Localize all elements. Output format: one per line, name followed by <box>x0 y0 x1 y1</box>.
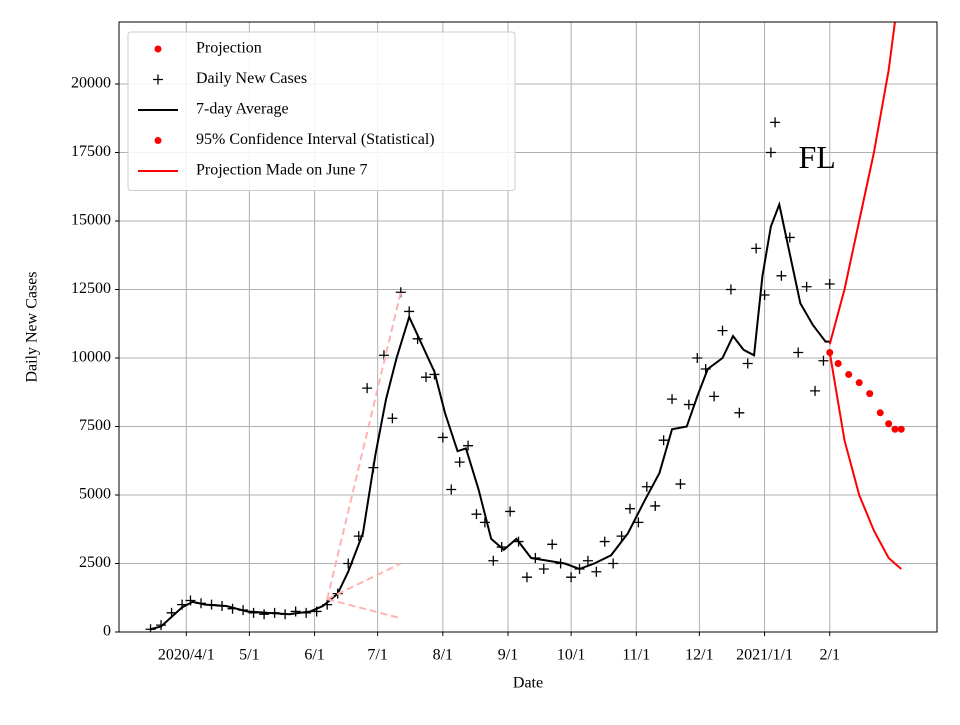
x-tick-label: 12/1 <box>685 647 713 664</box>
axes-frame <box>118 21 938 633</box>
legend-label: Daily New Cases <box>196 70 307 87</box>
legend-label: 7-day Average <box>196 101 289 118</box>
y-tick-label: 17500 <box>71 143 111 160</box>
x-tick-label: 10/1 <box>557 647 585 664</box>
x-tick-label: 9/1 <box>498 647 518 664</box>
series-line <box>326 598 402 620</box>
plot-area <box>145 22 905 632</box>
plus-marker <box>488 555 499 566</box>
y-tick-label: 20000 <box>71 75 111 92</box>
plus-marker <box>454 457 465 468</box>
plus-marker <box>471 509 482 520</box>
series-line <box>326 292 402 600</box>
plus-marker <box>608 558 619 569</box>
plus-marker <box>725 284 736 295</box>
plus-marker <box>667 394 678 405</box>
dot-marker <box>891 425 899 433</box>
plus-marker <box>751 243 762 254</box>
plus-marker <box>658 435 669 446</box>
annotation: FL <box>798 139 835 175</box>
plus-marker <box>566 572 577 583</box>
plus-marker <box>650 500 661 511</box>
plus-marker <box>770 117 781 128</box>
series-line <box>150 201 830 631</box>
plus-marker <box>547 539 558 550</box>
dot-marker <box>885 420 893 428</box>
legend-label: Projection <box>196 40 262 57</box>
plus-marker <box>421 372 432 383</box>
plus-marker <box>742 358 753 369</box>
plus-marker <box>734 407 745 418</box>
x-axis-label: Date <box>513 675 543 692</box>
plus-marker <box>387 413 398 424</box>
plus-marker <box>793 347 804 358</box>
plus-marker <box>362 383 373 394</box>
y-tick-label: 0 <box>103 623 111 640</box>
y-tick-label: 15000 <box>71 212 111 229</box>
plus-marker <box>776 270 787 281</box>
plus-marker <box>599 536 610 547</box>
plus-marker <box>259 609 270 620</box>
series-line <box>326 562 402 601</box>
legend-plus <box>153 74 163 85</box>
y-tick-label: 10000 <box>71 349 111 366</box>
x-tick-label: 5/1 <box>239 647 259 664</box>
dot-marker <box>834 359 842 367</box>
plus-marker <box>810 385 821 396</box>
plus-marker <box>641 481 652 492</box>
plus-marker <box>633 517 644 528</box>
plus-marker <box>675 479 686 490</box>
y-tick-label: 5000 <box>79 486 111 503</box>
x-tick-label: 2020/4/1 <box>158 647 215 664</box>
dot-marker <box>845 370 853 378</box>
y-tick-label: 2500 <box>79 554 111 571</box>
y-axis-label: Daily New Cases <box>24 271 41 382</box>
legend-box <box>127 31 516 191</box>
legend-label: Projection Made on June 7 <box>196 162 368 179</box>
plus-marker <box>505 506 516 517</box>
y-tick-label: 12500 <box>71 280 111 297</box>
plus-marker <box>717 325 728 336</box>
y-tick-label: 7500 <box>79 417 111 434</box>
plus-marker <box>463 440 474 451</box>
plus-marker <box>624 503 635 514</box>
plus-marker <box>582 555 593 566</box>
plus-marker <box>538 563 549 574</box>
plus-marker <box>824 279 835 290</box>
plus-marker <box>818 355 829 366</box>
plus-marker <box>765 147 776 158</box>
plus-marker <box>156 620 167 631</box>
series-line <box>828 22 896 345</box>
plus-marker <box>437 432 448 443</box>
dot-marker <box>855 379 863 387</box>
series-line <box>828 352 902 570</box>
plus-marker <box>521 572 532 583</box>
dot-marker <box>876 409 884 417</box>
plus-marker <box>683 399 694 410</box>
plus-marker <box>446 484 457 495</box>
x-tick-label: 8/1 <box>433 647 453 664</box>
legend-dot <box>154 45 162 53</box>
x-tick-label: 11/1 <box>622 647 650 664</box>
plus-marker <box>692 353 703 364</box>
x-tick-label: 7/1 <box>367 647 387 664</box>
dot-marker <box>866 390 874 398</box>
plus-marker <box>801 281 812 292</box>
plus-marker <box>591 566 602 577</box>
legend-label: 95% Confidence Interval (Statistical) <box>196 131 435 148</box>
plus-marker <box>290 606 301 617</box>
x-tick-label: 2021/1/1 <box>736 647 793 664</box>
x-tick-label: 2/1 <box>820 647 840 664</box>
legend-dot <box>154 137 162 144</box>
plus-marker <box>479 517 490 528</box>
x-tick-label: 6/1 <box>304 647 324 664</box>
plus-marker <box>709 391 720 402</box>
dot-marker <box>897 425 905 433</box>
